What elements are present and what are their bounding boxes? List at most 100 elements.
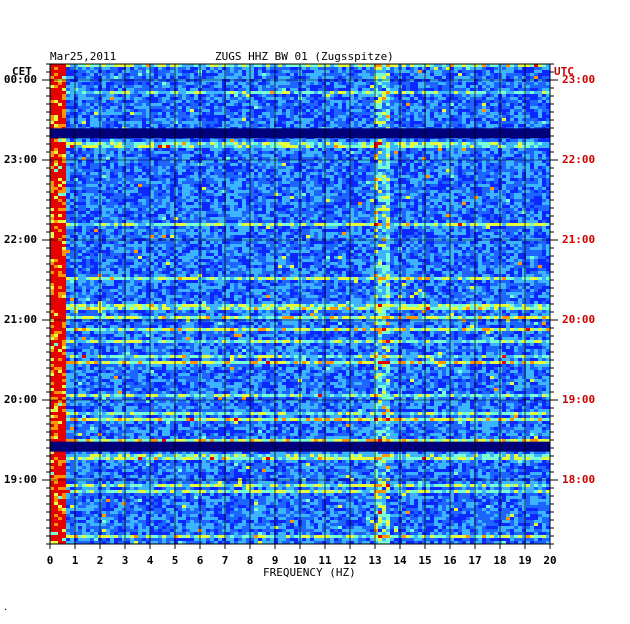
- heatmap-cell: [50, 160, 54, 163]
- heatmap-cell: [490, 73, 494, 76]
- heatmap-cell: [366, 85, 370, 88]
- heatmap-cell: [182, 139, 186, 142]
- heatmap-cell: [226, 82, 230, 85]
- heatmap-cell: [326, 151, 330, 154]
- heatmap-cell: [154, 124, 158, 127]
- heatmap-cell: [118, 91, 122, 94]
- heatmap-cell: [70, 124, 74, 127]
- heatmap-cell: [530, 118, 534, 121]
- heatmap-cell: [490, 154, 494, 157]
- heatmap-cell: [90, 82, 94, 85]
- heatmap-cell: [158, 169, 162, 172]
- heatmap-cell: [530, 121, 534, 124]
- heatmap-cell: [138, 76, 142, 79]
- heatmap-cell: [458, 148, 462, 151]
- heatmap-cell: [86, 169, 90, 172]
- heatmap-cell: [378, 64, 382, 67]
- heatmap-cell: [422, 151, 426, 154]
- heatmap-cell: [210, 178, 214, 181]
- heatmap-cell: [366, 82, 370, 85]
- heatmap-cell: [58, 97, 62, 100]
- heatmap-cell: [386, 70, 390, 73]
- heatmap-cell: [518, 91, 522, 94]
- heatmap-cell: [542, 97, 546, 100]
- heatmap-cell: [118, 166, 122, 169]
- heatmap-cell: [286, 112, 290, 115]
- heatmap-cell: [218, 163, 222, 166]
- heatmap-cell: [158, 175, 162, 178]
- heatmap-cell: [206, 124, 210, 127]
- heatmap-cell: [442, 139, 446, 142]
- heatmap-cell: [130, 64, 134, 67]
- heatmap-cell: [118, 145, 122, 148]
- heatmap-cell: [170, 148, 174, 151]
- heatmap-cell: [334, 112, 338, 115]
- heatmap-cell: [534, 118, 538, 121]
- heatmap-cell: [230, 97, 234, 100]
- heatmap-cell: [142, 88, 146, 91]
- heatmap-cell: [390, 142, 394, 145]
- heatmap-cell: [54, 148, 58, 151]
- heatmap-cell: [410, 64, 414, 67]
- heatmap-cell: [302, 142, 306, 145]
- heatmap-cell: [154, 160, 158, 163]
- heatmap-cell: [338, 142, 342, 145]
- heatmap-cell: [442, 106, 446, 109]
- heatmap-cell: [302, 91, 306, 94]
- heatmap-cell: [114, 76, 118, 79]
- heatmap-cell: [326, 82, 330, 85]
- heatmap-cell: [90, 145, 94, 148]
- heatmap-cell: [270, 73, 274, 76]
- heatmap-cell: [206, 82, 210, 85]
- heatmap-cell: [70, 181, 74, 184]
- heatmap-cell: [102, 115, 106, 118]
- heatmap-cell: [254, 88, 258, 91]
- heatmap-cell: [86, 142, 90, 145]
- heatmap-cell: [254, 178, 258, 181]
- heatmap-cell: [114, 91, 118, 94]
- heatmap-cell: [494, 178, 498, 181]
- heatmap-cell: [290, 70, 294, 73]
- heatmap-cell: [262, 181, 266, 184]
- heatmap-cell: [274, 178, 278, 181]
- heatmap-cell: [154, 82, 158, 85]
- heatmap-cell: [394, 160, 398, 163]
- heatmap-cell: [222, 106, 226, 109]
- heatmap-cell: [510, 151, 514, 154]
- heatmap-cell: [158, 157, 162, 160]
- heatmap-cell: [66, 178, 70, 181]
- heatmap-cell: [342, 88, 346, 91]
- heatmap-cell: [414, 94, 418, 97]
- heatmap-cell: [150, 100, 154, 103]
- heatmap-cell: [338, 139, 342, 142]
- heatmap-cell: [190, 121, 194, 124]
- heatmap-cell: [370, 145, 374, 148]
- heatmap-cell: [162, 115, 166, 118]
- heatmap-cell: [154, 76, 158, 79]
- heatmap-cell: [206, 121, 210, 124]
- heatmap-cell: [470, 160, 474, 163]
- heatmap-cell: [310, 88, 314, 91]
- heatmap-cell: [50, 100, 54, 103]
- heatmap-cell: [170, 151, 174, 154]
- heatmap-cell: [306, 106, 310, 109]
- heatmap-cell: [310, 139, 314, 142]
- heatmap-cell: [534, 151, 538, 154]
- heatmap-cell: [394, 91, 398, 94]
- heatmap-cell: [102, 160, 106, 163]
- heatmap-cell: [194, 175, 198, 178]
- heatmap-cell: [430, 124, 434, 127]
- heatmap-cell: [150, 82, 154, 85]
- heatmap-cell: [70, 97, 74, 100]
- heatmap-cell: [338, 106, 342, 109]
- heatmap-cell: [450, 112, 454, 115]
- heatmap-cell: [186, 175, 190, 178]
- heatmap-cell: [162, 139, 166, 142]
- heatmap-cell: [186, 100, 190, 103]
- heatmap-cell: [418, 82, 422, 85]
- heatmap-cell: [194, 85, 198, 88]
- heatmap-cell: [418, 88, 422, 91]
- heatmap-cell: [126, 175, 130, 178]
- heatmap-cell: [250, 88, 254, 91]
- heatmap-cell: [170, 124, 174, 127]
